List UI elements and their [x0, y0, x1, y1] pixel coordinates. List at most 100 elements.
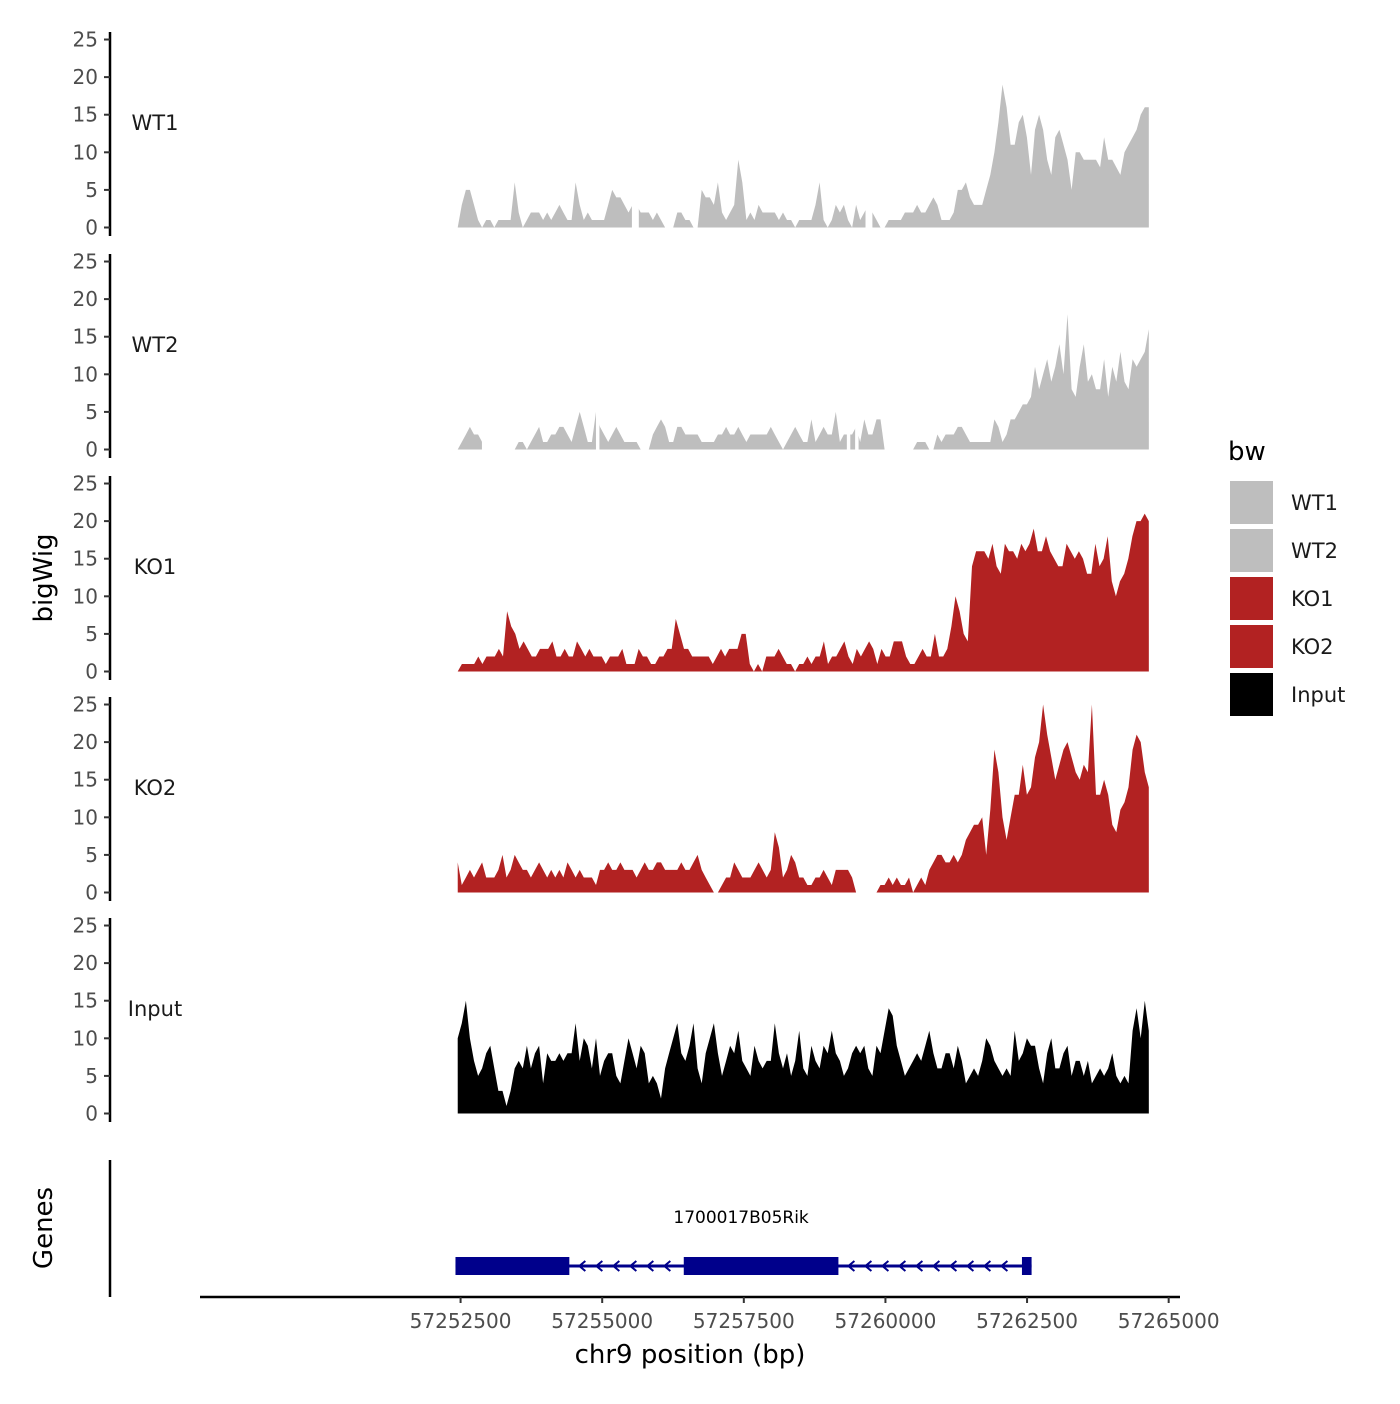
y-tick-label: 25	[73, 250, 98, 274]
y-tick-label: 15	[73, 768, 98, 792]
gene-exon	[683, 1257, 839, 1275]
y-tick-label: 5	[85, 622, 98, 646]
track-label: Input	[128, 997, 182, 1021]
legend-entry-ko1: KO1	[1230, 577, 1334, 620]
track-wt1: 0 5 10 15 20 25 WT1	[73, 28, 1149, 240]
legend-swatch	[1230, 481, 1273, 524]
area-input	[457, 1000, 1149, 1114]
legend-swatch	[1230, 529, 1273, 572]
legend-entry-wt1: WT1	[1230, 481, 1338, 524]
y-tick-label: 5	[85, 843, 98, 867]
legend-label: KO2	[1291, 635, 1334, 659]
legend-entry-input: Input	[1230, 673, 1345, 716]
strand-arrow	[880, 1260, 890, 1272]
y-tick-label: 10	[73, 362, 98, 386]
y-tick-label: 20	[73, 287, 98, 311]
coverage-tracks: 0510152025WT10510152025WT20510152025KO10…	[73, 28, 1149, 1126]
strand-arrow	[611, 1260, 620, 1272]
legend-entry-ko2: KO2	[1230, 625, 1334, 668]
area-ko1	[457, 513, 1149, 672]
signal-gap	[855, 252, 859, 451]
strand-arrow	[948, 1260, 958, 1272]
x-tick-label: 57255000	[551, 1309, 653, 1333]
legend: bw WT1 WT2 KO1 KO2 Input	[1228, 437, 1345, 716]
track-ko2: 0 5 10 15 20 25 KO2	[73, 693, 1149, 905]
y-axis-title: bigWig	[29, 533, 59, 622]
y-tick-label: 20	[73, 951, 98, 975]
track-label: WT2	[132, 333, 179, 357]
track-label: WT1	[132, 111, 179, 135]
strand-arrow	[999, 1260, 1009, 1272]
strand-arrow	[863, 1260, 873, 1272]
gene-track: 1700017B05Rik	[108, 1160, 1032, 1297]
strand-arrow	[645, 1260, 654, 1272]
strand-arrow	[897, 1260, 907, 1272]
legend-swatch	[1230, 625, 1273, 668]
y-tick-label: 5	[85, 1064, 98, 1088]
area-ko2	[457, 704, 1149, 893]
y-tick-label: 25	[73, 914, 98, 938]
y-tick-label: 5	[85, 178, 98, 202]
y-tick-label: 15	[73, 989, 98, 1013]
strand-arrow	[594, 1260, 603, 1272]
y-tick-label: 0	[85, 438, 98, 462]
legend-label: WT1	[1291, 491, 1338, 515]
y-tick-label: 0	[85, 1102, 98, 1126]
x-tick-label: 57260000	[835, 1309, 937, 1333]
y-tick-label: 10	[73, 140, 98, 164]
strand-arrow	[914, 1260, 924, 1272]
y-tick-label: 10	[73, 805, 98, 829]
legend-swatch	[1230, 577, 1273, 620]
signal-gap	[846, 252, 851, 451]
y-tick-label: 15	[73, 547, 98, 571]
strand-arrow	[931, 1260, 941, 1272]
strand-arrow	[577, 1260, 586, 1272]
legend-label: KO1	[1291, 587, 1334, 611]
y-tick-label: 20	[73, 730, 98, 754]
x-axis-title: chr9 position (bp)	[575, 1340, 806, 1370]
y-tick-label: 0	[85, 660, 98, 684]
y-tick-label: 10	[73, 1026, 98, 1050]
gene-exon	[455, 1257, 570, 1275]
gene-model: 1700017B05Rik	[455, 1208, 1032, 1275]
y-tick-label: 0	[85, 216, 98, 240]
strand-arrow	[982, 1260, 992, 1272]
gene-name-label: 1700017B05Rik	[673, 1208, 809, 1228]
genes-track-title: Genes	[29, 1187, 59, 1269]
track-wt2: 0 5 10 15 20 25 WT2	[73, 250, 1149, 462]
track-label: KO2	[134, 776, 177, 800]
legend-label: WT2	[1291, 539, 1338, 563]
legend-label: Input	[1291, 683, 1345, 707]
y-tick-label: 0	[85, 881, 98, 905]
y-tick-label: 25	[73, 28, 98, 52]
gene-exon	[1021, 1257, 1032, 1275]
signal-gap	[865, 30, 873, 229]
y-tick-label: 10	[73, 584, 98, 608]
x-tick-label: 57257500	[693, 1309, 795, 1333]
strand-arrow	[846, 1260, 856, 1272]
signal-gap	[595, 252, 600, 451]
area-wt1	[457, 84, 1149, 228]
track-label: KO1	[134, 555, 177, 579]
track-ko1: 0 5 10 15 20 25 KO1	[73, 472, 1149, 684]
y-tick-label: 15	[73, 103, 98, 127]
strand-arrow	[662, 1260, 671, 1272]
strand-arrow	[965, 1260, 975, 1272]
y-tick-label: 20	[73, 65, 98, 89]
y-tick-label: 15	[73, 325, 98, 349]
x-axis: 57252500 57255000 57257500 57260000 57262500…	[200, 1295, 1220, 1333]
x-tick-label: 57265000	[1118, 1309, 1220, 1333]
y-tick-label: 25	[73, 472, 98, 496]
y-tick-label: 20	[73, 509, 98, 533]
x-tick-label: 57252500	[410, 1309, 512, 1333]
legend-title: bw	[1228, 437, 1266, 467]
track-input: 0 5 10 15 20 25 Input	[73, 914, 1149, 1126]
y-tick-label: 5	[85, 400, 98, 424]
y-tick-label: 25	[73, 693, 98, 717]
signal-gap	[481, 252, 500, 451]
signal-gap	[631, 30, 639, 229]
area-wt2	[457, 314, 1149, 450]
strand-arrow	[628, 1260, 637, 1272]
